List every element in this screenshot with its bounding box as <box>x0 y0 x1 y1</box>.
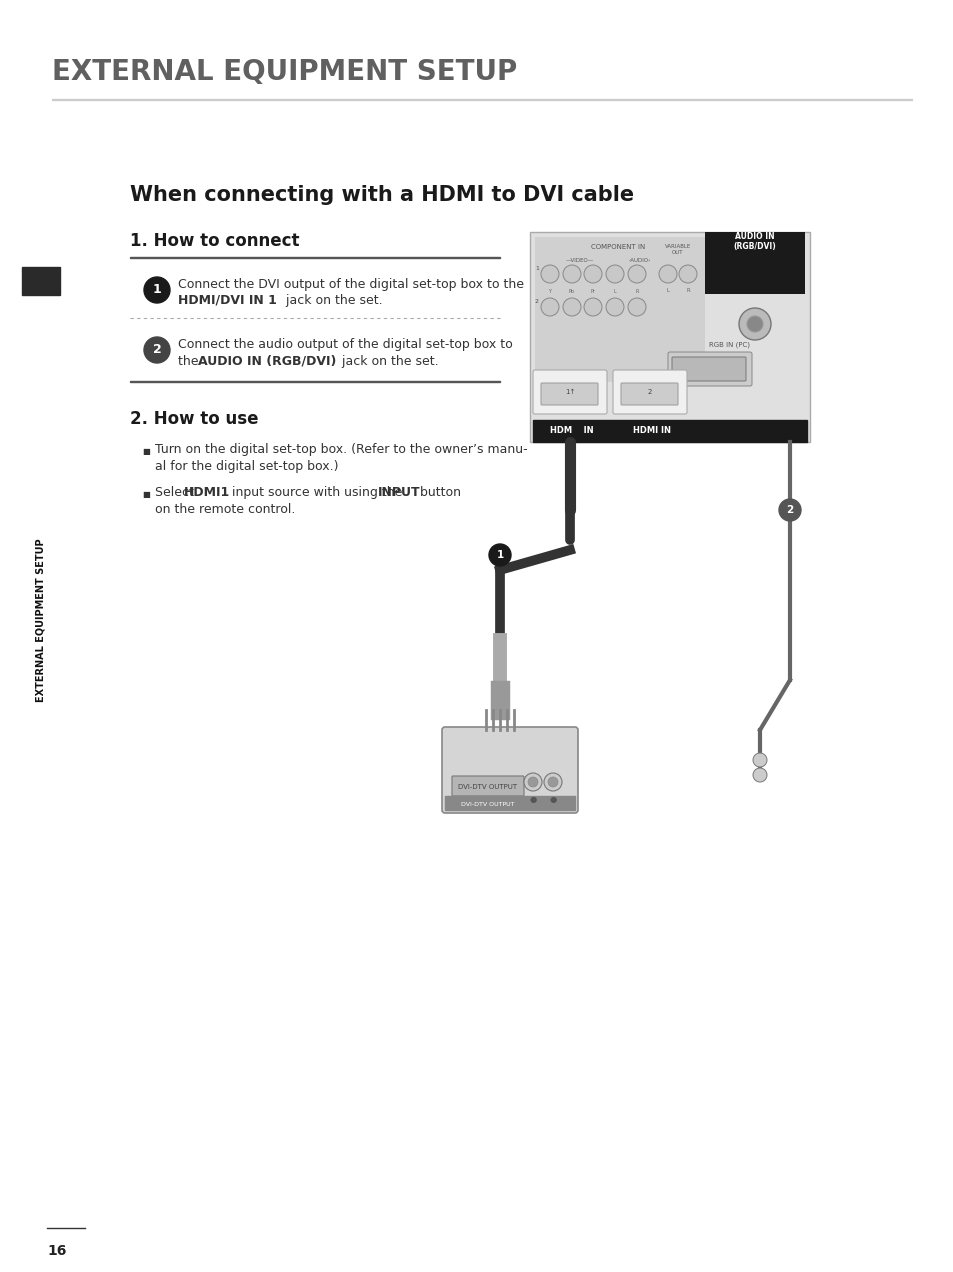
Text: DVI-DTV OUTPUT: DVI-DTV OUTPUT <box>460 801 515 806</box>
Text: Select: Select <box>154 486 197 499</box>
FancyBboxPatch shape <box>530 232 809 441</box>
Bar <box>444 796 575 810</box>
Text: 2: 2 <box>152 343 161 356</box>
Circle shape <box>583 265 601 282</box>
Text: —VIDEO—: —VIDEO— <box>565 258 594 263</box>
Text: input source with using the: input source with using the <box>228 486 406 499</box>
Circle shape <box>144 277 170 303</box>
Text: EXTERNAL EQUIPMENT SETUP: EXTERNAL EQUIPMENT SETUP <box>52 59 517 86</box>
Circle shape <box>144 337 170 363</box>
Text: DVI-DTV OUTPUT: DVI-DTV OUTPUT <box>458 784 517 790</box>
Text: Connect the DVI output of the digital set-top box to the: Connect the DVI output of the digital se… <box>178 279 523 291</box>
Text: HDM    IN: HDM IN <box>550 426 593 435</box>
Text: L: L <box>666 287 669 293</box>
Text: L: L <box>613 289 616 294</box>
FancyBboxPatch shape <box>667 352 751 385</box>
Text: 1: 1 <box>152 284 161 296</box>
Circle shape <box>679 265 697 282</box>
Text: 1: 1 <box>496 550 503 560</box>
Text: Y: Y <box>548 289 551 294</box>
Circle shape <box>562 265 580 282</box>
Text: 1. How to connect: 1. How to connect <box>130 232 299 251</box>
Text: ●: ● <box>549 795 556 804</box>
Bar <box>535 237 704 382</box>
Text: the: the <box>178 355 202 368</box>
Text: 2: 2 <box>647 389 652 396</box>
Text: VARIABLE
OUT: VARIABLE OUT <box>664 244 690 254</box>
FancyBboxPatch shape <box>620 383 678 404</box>
Text: ■: ■ <box>142 490 150 499</box>
FancyBboxPatch shape <box>540 383 598 404</box>
Text: 16: 16 <box>47 1244 67 1258</box>
FancyBboxPatch shape <box>533 370 606 413</box>
Text: Pb: Pb <box>568 289 575 294</box>
Text: Turn on the digital set-top box. (Refer to the owner’s manu-: Turn on the digital set-top box. (Refer … <box>154 443 527 455</box>
Text: HDMI IN: HDMI IN <box>633 426 670 435</box>
Text: 2: 2 <box>535 299 538 304</box>
Circle shape <box>605 265 623 282</box>
Text: al for the digital set-top box.): al for the digital set-top box.) <box>154 460 338 473</box>
Text: EXTERNAL EQUIPMENT SETUP: EXTERNAL EQUIPMENT SETUP <box>36 538 46 702</box>
Text: INPUT: INPUT <box>377 486 420 499</box>
Text: 2: 2 <box>785 505 793 515</box>
Circle shape <box>752 753 766 767</box>
Text: HDMI1: HDMI1 <box>184 486 230 499</box>
Bar <box>704 232 804 294</box>
Circle shape <box>583 298 601 315</box>
Circle shape <box>659 265 677 282</box>
Text: Connect the audio output of the digital set-top box to: Connect the audio output of the digital … <box>178 338 512 351</box>
Circle shape <box>523 773 541 791</box>
Bar <box>533 420 806 441</box>
FancyBboxPatch shape <box>613 370 686 413</box>
Text: 2. How to use: 2. How to use <box>130 410 258 427</box>
Text: When connecting with a HDMI to DVI cable: When connecting with a HDMI to DVI cable <box>130 184 634 205</box>
FancyBboxPatch shape <box>441 728 578 813</box>
Text: AUDIO IN
(RGB/DVI): AUDIO IN (RGB/DVI) <box>733 232 776 252</box>
Circle shape <box>543 773 561 791</box>
Text: jack on the set.: jack on the set. <box>282 294 382 307</box>
Circle shape <box>779 499 801 522</box>
Circle shape <box>540 265 558 282</box>
Text: HDMI/DVI IN 1: HDMI/DVI IN 1 <box>178 294 276 307</box>
FancyBboxPatch shape <box>452 776 523 796</box>
Circle shape <box>627 298 645 315</box>
Circle shape <box>547 777 558 787</box>
Circle shape <box>527 777 537 787</box>
FancyBboxPatch shape <box>671 357 745 382</box>
Text: Pr: Pr <box>590 289 595 294</box>
Text: jack on the set.: jack on the set. <box>337 355 438 368</box>
Circle shape <box>739 308 770 340</box>
Text: ‹AUDIO›: ‹AUDIO› <box>628 258 651 263</box>
Circle shape <box>627 265 645 282</box>
Bar <box>22 267 60 295</box>
Text: AUDIO IN (RGB/DVI): AUDIO IN (RGB/DVI) <box>198 355 336 368</box>
Text: 1↑: 1↑ <box>564 389 575 396</box>
Text: button: button <box>416 486 460 499</box>
Circle shape <box>540 298 558 315</box>
Circle shape <box>489 544 511 566</box>
Text: R: R <box>635 289 638 294</box>
Text: ●: ● <box>529 795 536 804</box>
Circle shape <box>752 768 766 782</box>
Circle shape <box>562 298 580 315</box>
Circle shape <box>746 315 762 332</box>
Circle shape <box>605 298 623 315</box>
Text: ■: ■ <box>142 446 150 455</box>
Text: 1: 1 <box>535 267 538 271</box>
Text: R: R <box>685 287 689 293</box>
Text: COMPONENT IN: COMPONENT IN <box>590 244 644 251</box>
Text: on the remote control.: on the remote control. <box>154 502 295 516</box>
Text: RGB IN (PC): RGB IN (PC) <box>708 342 749 349</box>
